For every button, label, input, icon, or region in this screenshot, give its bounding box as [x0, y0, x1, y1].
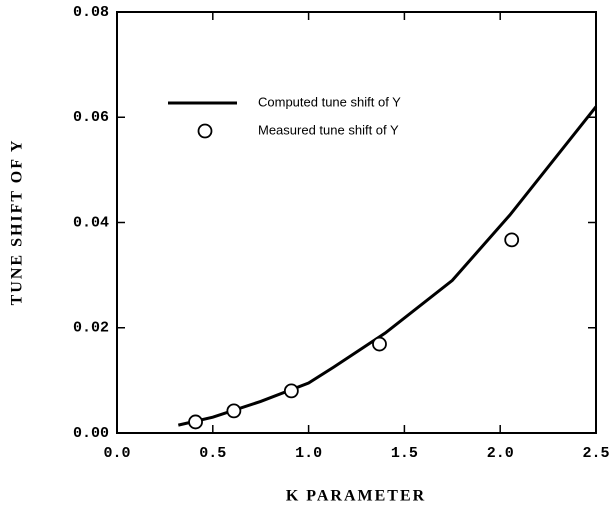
data-point — [372, 336, 387, 352]
x-tick-label: 2.5 — [582, 445, 609, 462]
data-line — [177, 105, 598, 427]
x-tick-label: 0.0 — [103, 445, 130, 462]
data-point — [283, 383, 299, 399]
legend-label: Measured tune shift of Y — [258, 122, 399, 137]
y-tick-label: 0.08 — [73, 4, 109, 21]
y-tick-label: 0.04 — [73, 214, 109, 231]
x-tick-label: 1.0 — [295, 445, 322, 462]
y-tick-label: 0.00 — [73, 425, 109, 442]
data-point — [188, 414, 203, 430]
x-tick-label: 2.0 — [487, 445, 514, 462]
y-tick-label: 0.02 — [73, 320, 109, 337]
x-axis-label: K PARAMETER — [286, 488, 426, 505]
legend-marker — [197, 123, 213, 139]
data-point — [226, 403, 242, 419]
plot-frame — [116, 11, 597, 434]
x-tick-label: 1.5 — [391, 445, 418, 462]
legend-label: Computed tune shift of Y — [258, 94, 401, 109]
y-axis-label: TUNE SHIFT OF Y — [9, 139, 26, 306]
x-tick-label: 0.5 — [199, 445, 226, 462]
data-point — [504, 232, 520, 248]
y-tick-label: 0.06 — [73, 109, 109, 126]
